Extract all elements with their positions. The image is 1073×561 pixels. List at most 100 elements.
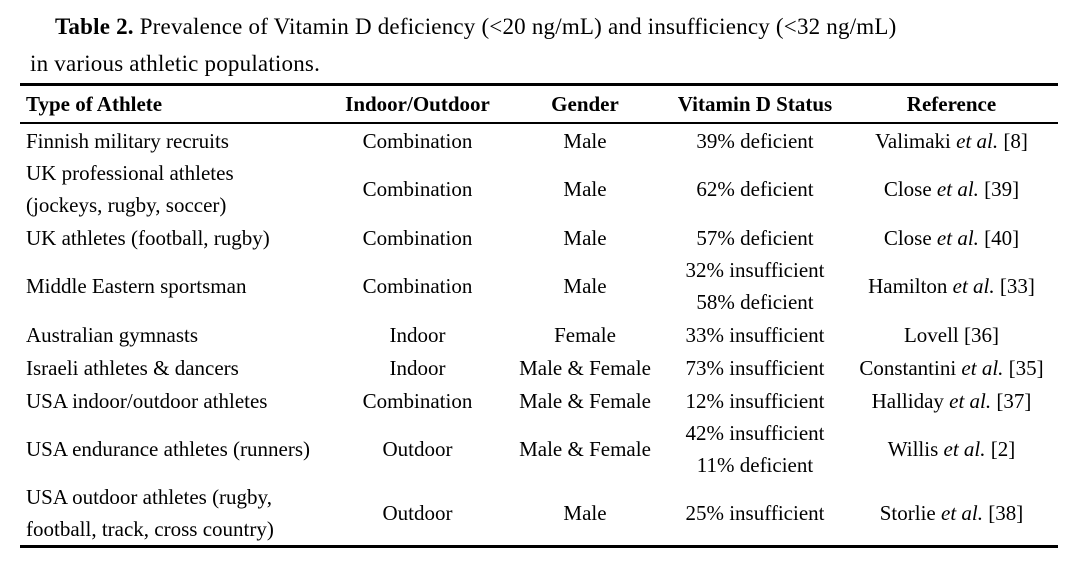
table-caption-line-1: Table 2. Prevalence of Vitamin D deficie… (30, 8, 1073, 45)
reference-et-al: et al. (956, 128, 999, 153)
gender-cell: Male (563, 128, 607, 153)
athlete-line: USA outdoor athletes (rugby, (26, 485, 272, 509)
table-row: USA endurance athletes (runners) Outdoor M… (20, 417, 1058, 481)
reference-citation-number: [33] (999, 274, 1035, 298)
reference-author: Lovell (903, 322, 959, 347)
athlete-line: Australian gymnasts (26, 322, 199, 347)
vitamin-d-status-cell: 12% insufficient (665, 384, 845, 417)
indoor-outdoor-cell: Outdoor (382, 501, 453, 525)
reference-author: Halliday (871, 388, 944, 413)
reference-et-al: et al. (936, 177, 979, 201)
indoor-outdoor-cell: Combination (362, 177, 473, 201)
prevalence-table: Type of Athlete Indoor/Outdoor Gender Vitam… (20, 83, 1058, 548)
reference-cell: Valimaki et al. [8] (845, 123, 1058, 157)
table-caption: Table 2. Prevalence of Vitamin D deficie… (30, 8, 1073, 82)
reference-author: Constantini (859, 355, 957, 380)
vitamin-d-status-line: 58% deficient (696, 290, 814, 314)
table-row: UK professional athletes (jockeys, rugby,… (20, 157, 1058, 221)
indoor-outdoor-cell: Combination (362, 388, 473, 413)
reference-author: Close (883, 177, 932, 201)
reference-cell: Close et al. [40] (845, 221, 1058, 254)
reference-cell: Halliday et al. [37] (845, 384, 1058, 417)
column-header-gender: Gender (505, 84, 665, 124)
reference-et-al: et al. (936, 225, 979, 250)
reference-et-al: et al. (961, 355, 1004, 380)
reference-cell: Storlie et al. [38] (845, 481, 1058, 547)
indoor-outdoor-cell: Combination (362, 225, 473, 250)
table-caption-label: Table 2. (55, 14, 134, 39)
reference-author: Close (883, 225, 932, 250)
vitamin-d-status-line: 12% insufficient (685, 388, 825, 413)
athlete-line: Israeli athletes & dancers (26, 355, 239, 380)
reference-citation-number: [2] (990, 437, 1016, 461)
table-row: UK athletes (football, rugby) Combination… (20, 221, 1058, 254)
athlete-cell: USA indoor/outdoor athletes (20, 384, 330, 417)
athlete-cell: Australian gymnasts (20, 318, 330, 351)
reference-author: Willis (887, 437, 939, 461)
vitamin-d-status-cell: 33% insufficient (665, 318, 845, 351)
reference-citation-number: [36] (964, 322, 1000, 347)
gender-cell: Male (563, 501, 607, 525)
indoor-outdoor-cell: Indoor (389, 322, 446, 347)
table-row: Israeli athletes & dancers Indoor Male & F… (20, 351, 1058, 384)
reference-cell: Willis et al. [2] (845, 417, 1058, 481)
vitamin-d-status-line: 62% deficient (696, 177, 814, 201)
table-caption-text: Prevalence of Vitamin D deficiency (<20 … (139, 14, 897, 39)
reference-citation-number: [35] (1008, 355, 1044, 380)
reference-cell: Hamilton et al. [33] (845, 254, 1058, 318)
athlete-cell: UK athletes (football, rugby) (20, 221, 330, 254)
table-row: Middle Eastern sportsman Combination Male 3… (20, 254, 1058, 318)
column-header-athlete: Type of Athlete (20, 84, 330, 124)
athlete-line: USA indoor/outdoor athletes (26, 388, 268, 413)
column-header-indoor-outdoor: Indoor/Outdoor (330, 84, 505, 124)
reference-et-al: et al. (943, 437, 986, 461)
athlete-line: (jockeys, rugby, soccer) (26, 193, 227, 217)
reference-cell: Close et al. [39] (845, 157, 1058, 221)
gender-cell: Female (554, 322, 616, 347)
indoor-outdoor-cell: Indoor (389, 355, 446, 380)
reference-et-al: et al. (952, 274, 995, 298)
vitamin-d-status-line: 33% insufficient (685, 322, 825, 347)
gender-cell: Male & Female (519, 355, 651, 380)
athlete-line: UK athletes (football, rugby) (26, 225, 270, 250)
vitamin-d-status-cell: 73% insufficient (665, 351, 845, 384)
athlete-line: USA endurance athletes (runners) (26, 437, 310, 461)
table-row: Finnish military recruits Combination Male… (20, 123, 1058, 157)
gender-cell: Male (563, 274, 607, 298)
vitamin-d-status-line: 73% insufficient (685, 355, 825, 380)
vitamin-d-status-cell: 62% deficient (665, 157, 845, 221)
vitamin-d-status-line: 39% deficient (696, 128, 814, 153)
reference-citation-number: [40] (984, 225, 1020, 250)
athlete-line: football, track, cross country) (26, 517, 274, 541)
vitamin-d-status-line: 25% insufficient (685, 501, 825, 525)
reference-citation-number: [8] (1003, 128, 1028, 153)
table-header: Type of Athlete Indoor/Outdoor Gender Vitam… (20, 84, 1058, 124)
reference-cell: Lovell [36] (845, 318, 1058, 351)
vitamin-d-status-line: 57% deficient (696, 225, 814, 250)
athlete-cell: UK professional athletes (jockeys, rugby,… (20, 157, 330, 221)
athlete-cell: Israeli athletes & dancers (20, 351, 330, 384)
gender-cell: Male & Female (519, 388, 651, 413)
vitamin-d-status-line: 42% insufficient (685, 421, 825, 445)
reference-cell: Constantini et al. [35] (845, 351, 1058, 384)
reference-citation-number: [37] (996, 388, 1032, 413)
vitamin-d-status-cell: 39% deficient (665, 123, 845, 157)
table-row: Australian gymnasts Indoor Female 33% insuf… (20, 318, 1058, 351)
athlete-line: Finnish military recruits (26, 128, 229, 153)
vitamin-d-status-cell: 32% insufficient 58% deficient (665, 254, 845, 318)
indoor-outdoor-cell: Combination (362, 128, 473, 153)
reference-et-al: et al. (941, 501, 983, 525)
athlete-cell: Middle Eastern sportsman (20, 254, 330, 318)
table-row: USA indoor/outdoor athletes Combination Ma… (20, 384, 1058, 417)
vitamin-d-status-cell: 42% insufficient 11% deficient (665, 417, 845, 481)
vitamin-d-status-cell: 57% deficient (665, 221, 845, 254)
athlete-line: UK professional athletes (26, 161, 234, 185)
athlete-cell: Finnish military recruits (20, 123, 330, 157)
vitamin-d-status-line: 11% deficient (696, 453, 814, 477)
athlete-cell: USA outdoor athletes (rugby, football, tr… (20, 481, 330, 547)
gender-cell: Male & Female (519, 437, 651, 461)
reference-et-al: et al. (949, 388, 992, 413)
vitamin-d-status-line: 32% insufficient (685, 258, 825, 282)
reference-author: Storlie (879, 501, 936, 525)
